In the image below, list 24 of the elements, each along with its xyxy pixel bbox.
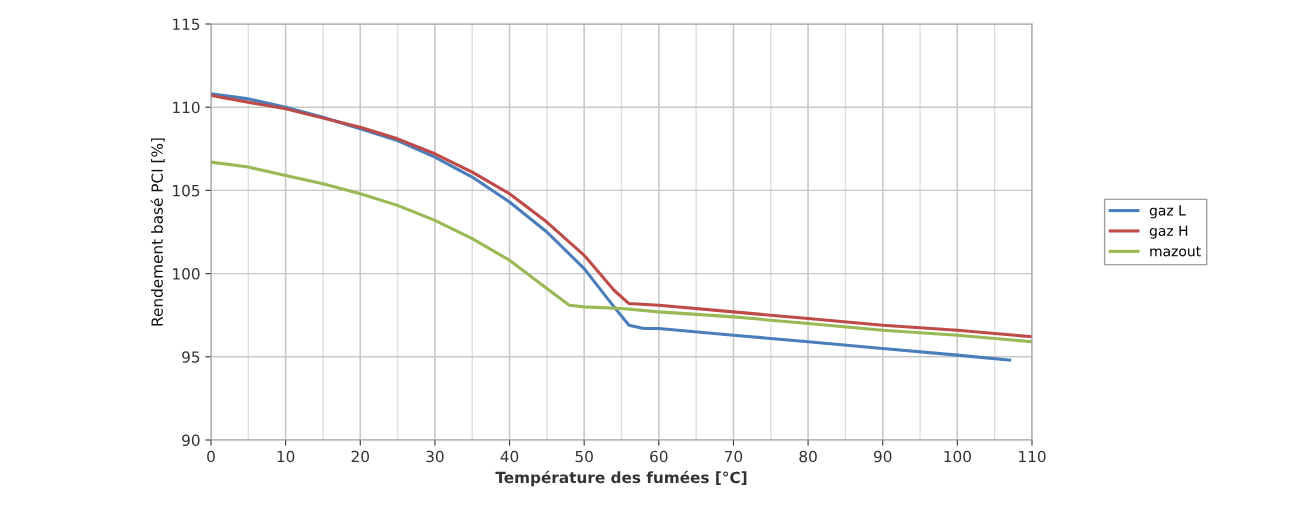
x-axis-title: Température des fumées [°C] bbox=[495, 470, 747, 487]
x-tick-label: 110 bbox=[1019, 450, 1046, 463]
line-series bbox=[211, 160, 1032, 344]
x-tick-label: 40 bbox=[500, 450, 519, 463]
x-tick-label: 10 bbox=[277, 450, 295, 463]
y-tick-label: 100 bbox=[173, 268, 200, 280]
x-tick-label: 100 bbox=[944, 450, 971, 463]
x-tick-label: 80 bbox=[799, 450, 817, 463]
x-tick-label: 20 bbox=[351, 450, 369, 463]
y-tick-label: 115 bbox=[173, 18, 200, 31]
x-tick-label: 50 bbox=[575, 450, 593, 463]
x-tick-label: 70 bbox=[724, 450, 743, 463]
legend-label: gaz L bbox=[1149, 205, 1186, 219]
y-tick-label: 110 bbox=[173, 101, 200, 114]
y-tick-label: 95 bbox=[182, 351, 200, 363]
y-tick-label: 90 bbox=[182, 434, 200, 447]
x-tick-label: 30 bbox=[426, 450, 444, 463]
x-tick-label: 90 bbox=[873, 450, 892, 463]
x-tick-label: 0 bbox=[207, 450, 215, 463]
y-axis-title: Rendement basé PCI [%] bbox=[150, 138, 165, 326]
y-tick-label: 105 bbox=[173, 184, 200, 197]
legend-label: gaz H bbox=[1149, 225, 1188, 239]
legend-label: mazout bbox=[1150, 246, 1201, 257]
x-tick-label: 60 bbox=[650, 450, 668, 463]
